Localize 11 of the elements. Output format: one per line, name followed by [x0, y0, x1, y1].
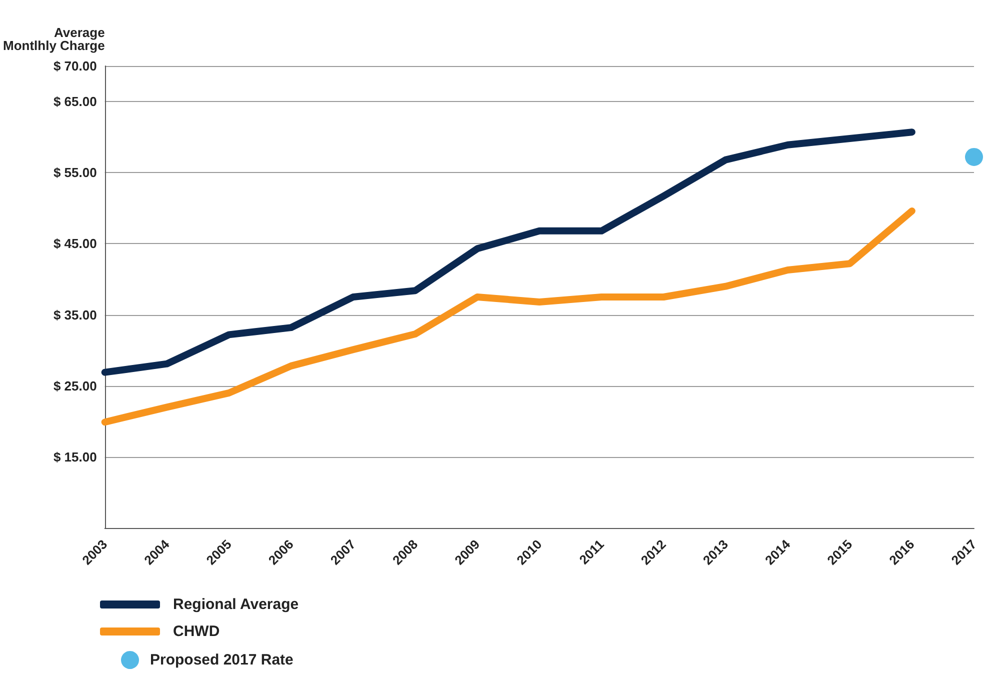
y-tick-label: $ 35.00 [53, 307, 97, 322]
legend-label: CHWD [173, 623, 220, 640]
y-tick-label: $ 15.00 [53, 449, 97, 464]
y-tick-label: $ 70.00 [53, 58, 97, 74]
legend-label: Proposed 2017 Rate [150, 652, 294, 668]
y-axis-title: Average Montlhly Charge [2, 25, 105, 53]
y-tick-label: $ 45.00 [53, 236, 97, 252]
y-tick-label: $ 25.00 [53, 378, 97, 394]
legend-label: Regional Average [173, 596, 299, 613]
y-tick-label: $ 65.00 [53, 94, 97, 110]
y-tick-label: $ 55.00 [53, 165, 97, 180]
